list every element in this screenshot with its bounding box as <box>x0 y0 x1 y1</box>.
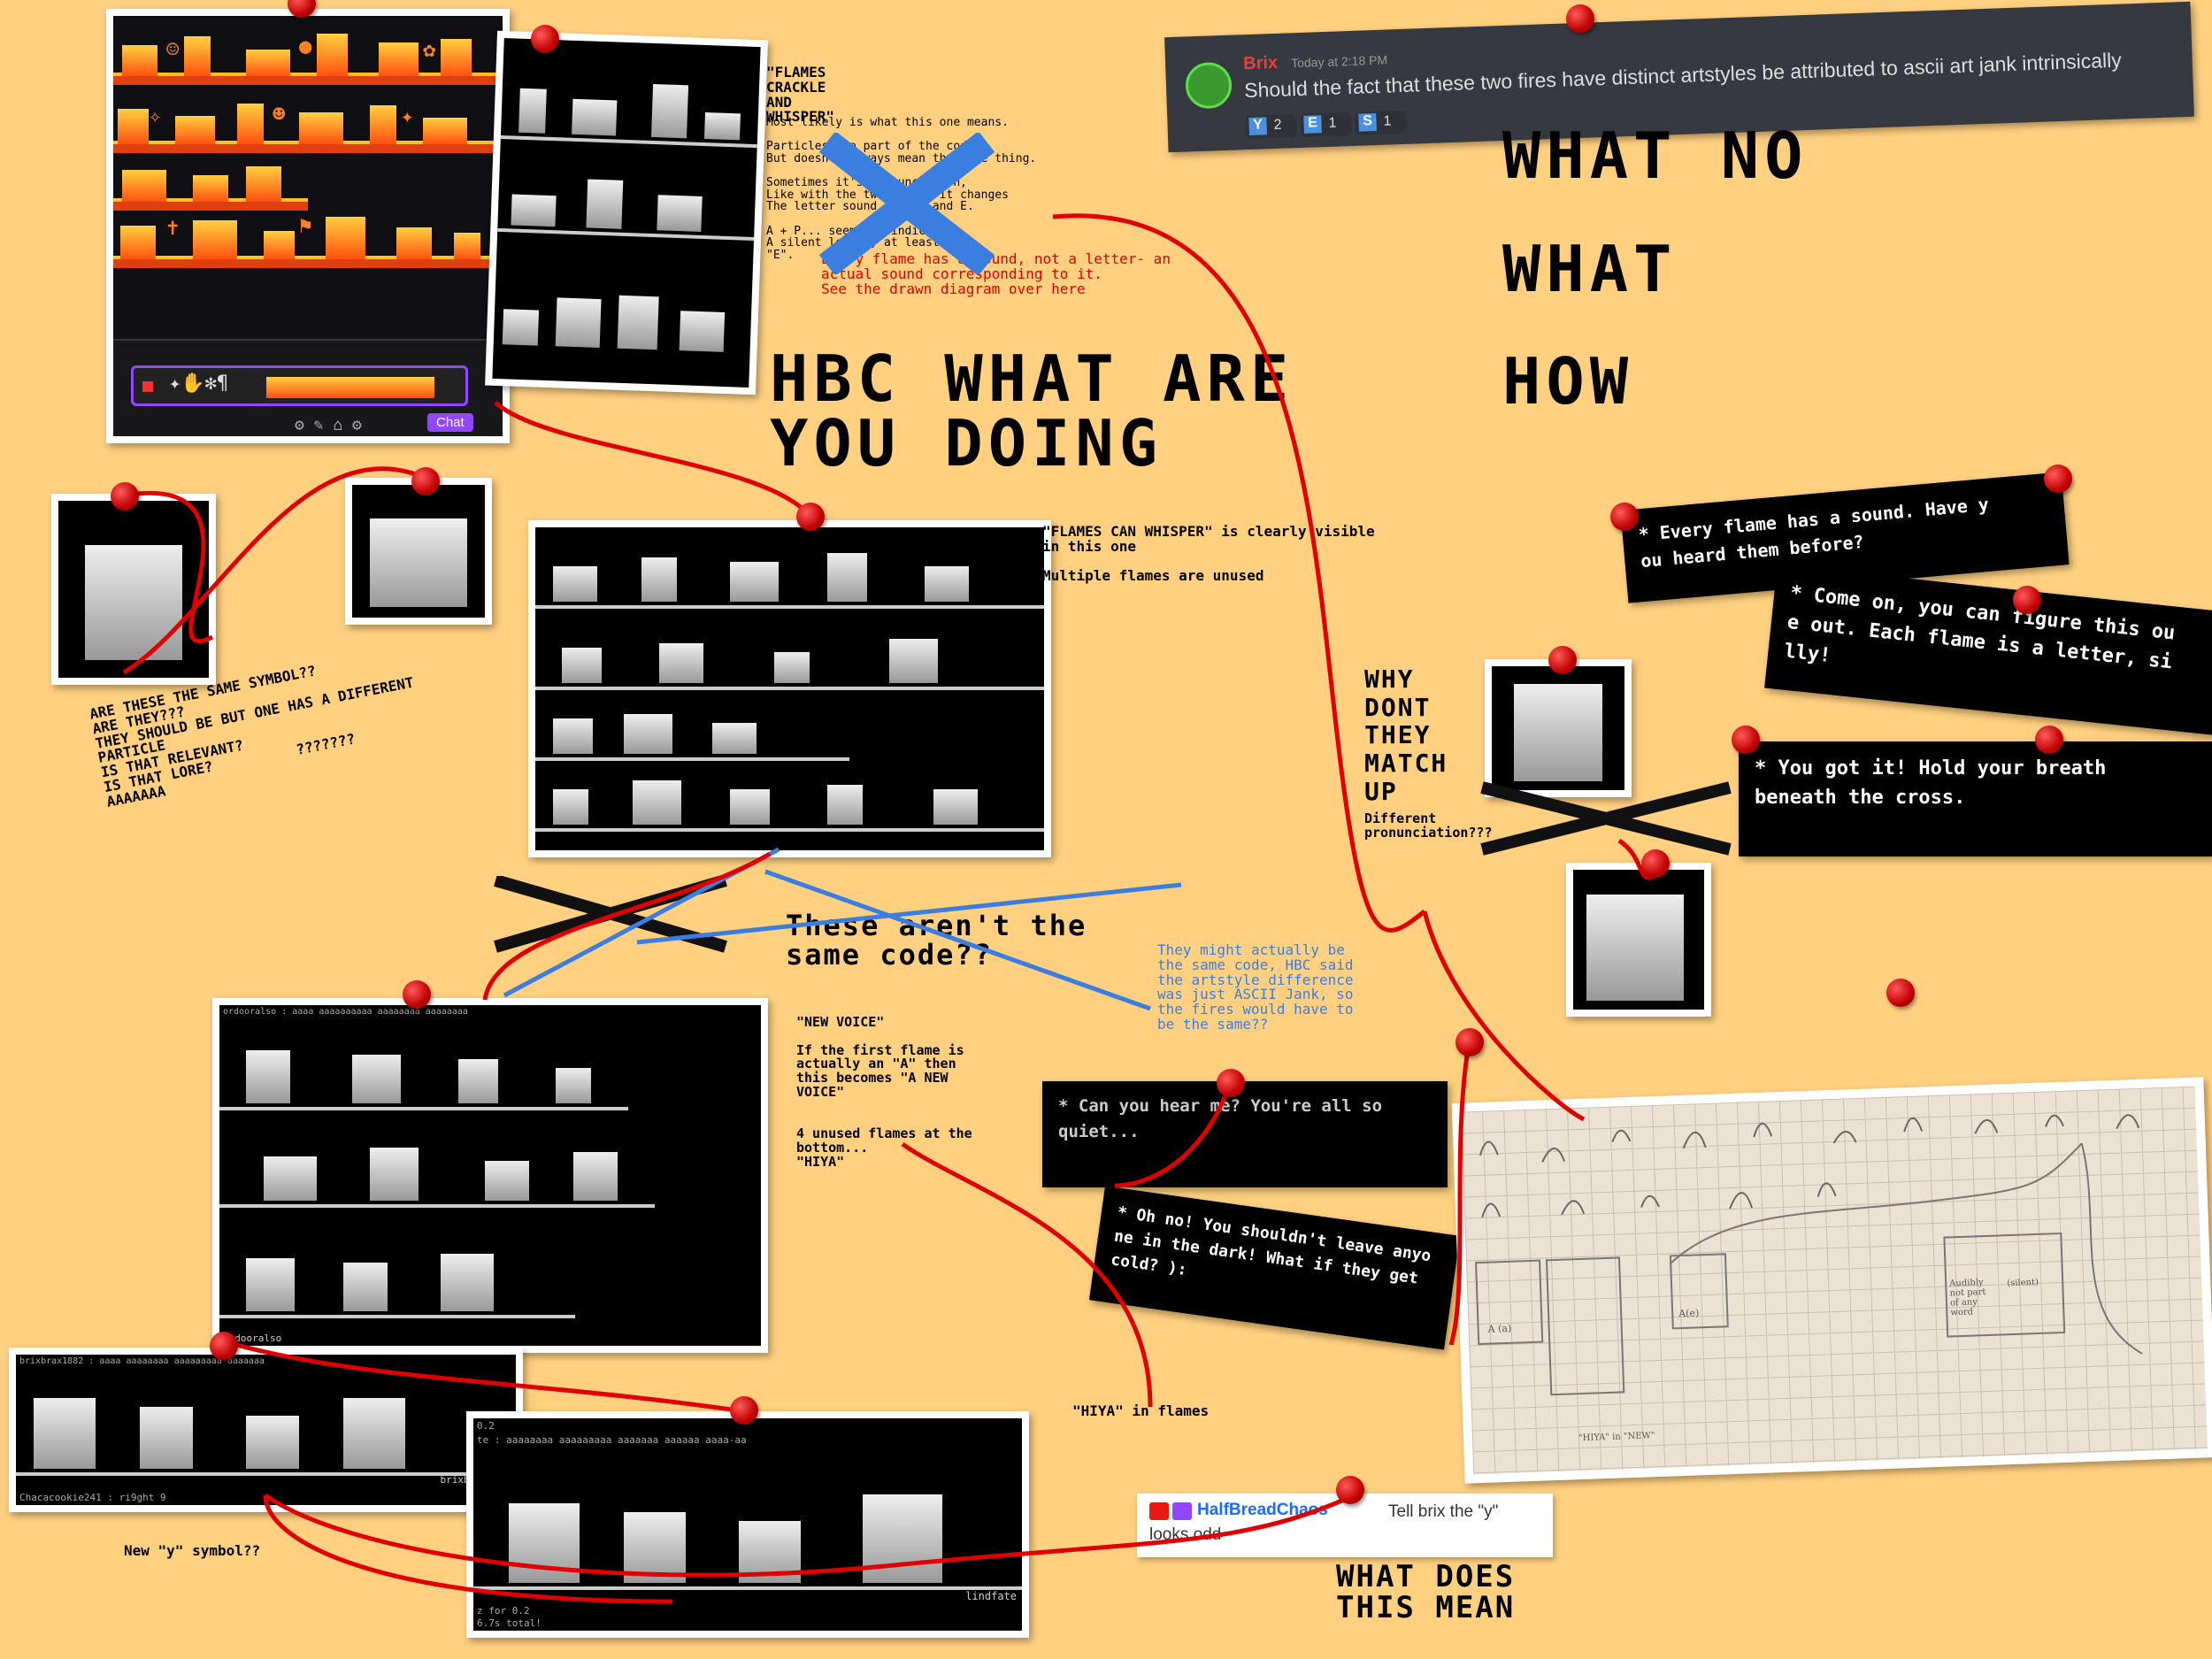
blue-strike-lines <box>503 847 1182 1011</box>
reaction-count: 1 <box>1383 113 1392 129</box>
s-emoji-icon: S <box>1358 112 1377 132</box>
twitch-message-text: Tell brix the "y" looks odd <box>1149 1502 1499 1544</box>
chat-line: Chacacookie241 : ri9ght 9 <box>19 1492 166 1503</box>
reaction-s[interactable]: S 1 <box>1355 110 1408 135</box>
pin <box>411 467 440 495</box>
hbc-heading: HBC WHAT ARE YOU DOING <box>770 342 1294 481</box>
pin <box>1455 1028 1484 1056</box>
what-heading: WHAT <box>1502 232 1678 306</box>
avatar <box>1185 61 1233 110</box>
what-no-heading: WHAT NO <box>1502 119 1809 193</box>
fire-row: ✝ ⚑ <box>113 213 503 268</box>
discord-username[interactable]: Brix <box>1242 52 1279 74</box>
pin <box>531 25 559 53</box>
pin <box>403 980 431 1009</box>
ascii-flames-photo <box>485 30 768 396</box>
blue-cross-mark <box>818 133 995 274</box>
symbol-crop-1 <box>51 494 216 685</box>
emote-icons: ✦✋✻¶ <box>169 373 229 395</box>
hand-drawn-diagram: A (a) A(e) Audibly not part of any word … <box>1451 1077 2212 1484</box>
how-heading: HOW <box>1502 344 1634 419</box>
ascii-flames-screenshot <box>492 38 761 388</box>
chat-line: te : aaaaaaaa aaaaaaaaa aaaaaaa aaaaaa a… <box>477 1434 747 1446</box>
dialog-come-on: * Come on, you can figure this ou e out.… <box>1764 565 2212 736</box>
streamer-label: lindfate <box>965 1590 1017 1602</box>
dialog-can-you-hear: * Can you hear me? You're all so quiet..… <box>1042 1081 1448 1187</box>
flames-whisper-screenshot <box>535 527 1044 850</box>
pin <box>1336 1476 1364 1504</box>
pin <box>111 482 139 511</box>
pin <box>1732 726 1760 754</box>
flames-crackle-title: "FLAMES CRACKLE AND WHISPER" <box>766 64 835 126</box>
new-voice-photo: ordooralso : aaaa aaaaaaaaaa aaaaaaaa aa… <box>212 998 768 1353</box>
pin <box>1566 4 1594 33</box>
chat-line: ordooralso : aaaa aaaaaaaaaa aaaaaaaa aa… <box>223 1007 468 1017</box>
might-same-note: They might actually be the same code, HB… <box>1157 941 1354 1033</box>
pin <box>1610 503 1639 531</box>
fire-row: ✧ ☻ ✦ <box>113 100 503 153</box>
why-heading: WHY DONT THEY MATCH UP <box>1364 664 1448 806</box>
right-symbol-crop-1 <box>1485 659 1632 797</box>
different-pronunciation-note: Different pronunciation??? <box>1364 810 1493 841</box>
settings-icon[interactable]: ⚙ ✎ ⌂ ⚙ <box>295 416 362 434</box>
y-emoji-icon: Y <box>1248 117 1267 136</box>
discord-timestamp: Today at 2:18 PM <box>1290 52 1388 71</box>
flames-whisper-note: "FLAMES CAN WHISPER" is clearly visible … <box>1042 523 1375 585</box>
reaction-count: 1 <box>1328 115 1337 131</box>
pin <box>796 503 825 531</box>
flames-whisper-photo <box>528 520 1051 857</box>
fire-screenshot: ☺ ● ✿ ✧ ☻ ✦ ✝ ⚑ <box>113 16 503 436</box>
hiya-in-flames-note: "HIYA" in flames <box>1072 1402 1210 1419</box>
pin <box>2044 465 2072 493</box>
pin <box>1548 646 1577 674</box>
pin <box>2013 586 2041 614</box>
e-emoji-icon: E <box>1303 115 1322 134</box>
black-cross-mark-right <box>1480 781 1732 856</box>
graph-paper: A (a) A(e) Audibly not part of any word … <box>1461 1086 2208 1475</box>
new-voice-screenshot: ordooralso : aaaa aaaaaaaaaa aaaaaaaa aa… <box>219 1005 761 1346</box>
chat-bar: ■ ✦✋✻¶ ⚙ ✎ ⌂ ⚙ Chat <box>113 339 503 436</box>
chat-line: 6.7s total! <box>477 1617 541 1629</box>
pin <box>288 0 316 18</box>
new-voice-note: "NEW VOICE" If the first flame is actual… <box>796 1014 972 1170</box>
chat-line: 0.2 <box>477 1420 495 1432</box>
brixbrax-screenshot: brixbrax1882 : aaaa aaaaaaaa aaaaaaaaa a… <box>16 1355 516 1505</box>
new-y-symbol-note: New "y" symbol?? <box>124 1542 261 1559</box>
dialog-you-got-it: * You got it! Hold your breath beneath t… <box>1739 741 2212 856</box>
chat-input[interactable]: ■ ✦✋✻¶ <box>131 365 468 406</box>
pin <box>1886 979 1915 1007</box>
symbol-crop-2 <box>345 478 492 625</box>
chat-line: z for 0.2 <box>477 1605 530 1617</box>
pin <box>1641 849 1670 878</box>
brixbrax-photo: brixbrax1882 : aaaa aaaaaaaa aaaaaaaaa a… <box>9 1348 523 1512</box>
camera-icon: ■ <box>142 374 154 396</box>
lindfate-screenshot: 0.2 te : aaaaaaaa aaaaaaaaa aaaaaaa aaaa… <box>473 1418 1022 1631</box>
pin <box>730 1396 758 1425</box>
fire-row <box>113 166 308 211</box>
reaction-count: 2 <box>1273 117 1282 134</box>
chat-button[interactable]: Chat <box>427 413 473 432</box>
lindfate-photo: 0.2 te : aaaaaaaa aaaaaaaaa aaaaaaa aaaa… <box>466 1411 1029 1638</box>
right-symbol-crop-2 <box>1566 863 1711 1017</box>
fire-row: ☺ ● ✿ <box>113 32 503 85</box>
reaction-e[interactable]: E 1 <box>1300 111 1353 137</box>
reaction-y[interactable]: Y 2 <box>1245 114 1298 140</box>
chat-line: brixbrax1882 : aaaa aaaaaaaa aaaaaaaaa a… <box>19 1356 265 1366</box>
pin <box>1217 1069 1245 1097</box>
fire-screenshot-photo: ☺ ● ✿ ✧ ☻ ✦ ✝ ⚑ <box>106 9 510 443</box>
pin <box>2035 726 2063 754</box>
what-does-this-mean-heading: WHAT DOES THIS MEAN <box>1336 1559 1516 1625</box>
pin <box>210 1332 238 1360</box>
dialog-oh-no: * Oh no! You shouldn't leave anyo ne in … <box>1088 1186 1461 1350</box>
